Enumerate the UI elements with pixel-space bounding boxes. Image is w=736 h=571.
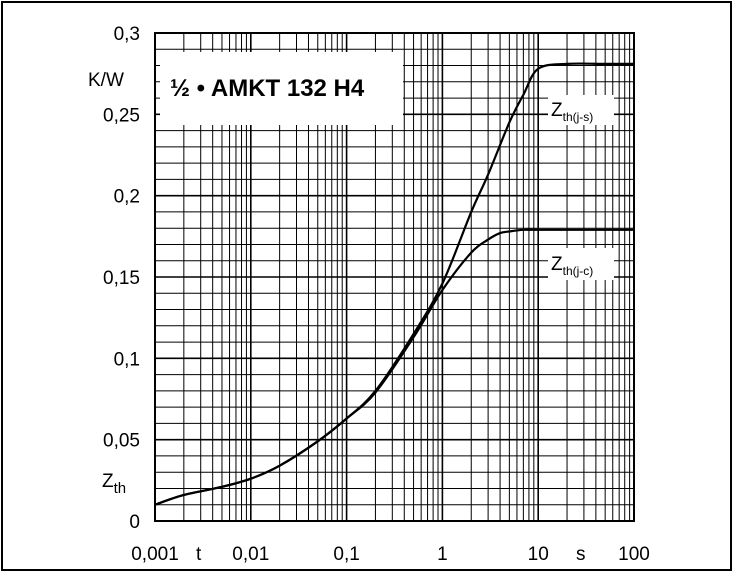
- series-line-zth-j-c: [154, 228, 635, 506]
- y-tick-label: 0,25: [103, 105, 140, 126]
- plot-border: [154, 32, 635, 522]
- series-label-bg-jc: [548, 248, 614, 280]
- x-tick-label: 1: [437, 544, 448, 565]
- y-tick-label: 0,05: [103, 431, 140, 452]
- x-tick-label: 100: [618, 544, 650, 565]
- series-label-bg-js: [548, 95, 614, 125]
- y-unit-label: K/W: [88, 70, 124, 91]
- x-tick-label: 0,01: [232, 544, 269, 565]
- x-axis-symbol: t: [196, 544, 202, 565]
- series-label-js-sub: th(j-s): [563, 110, 594, 124]
- x-unit-label: s: [576, 544, 586, 565]
- title-box: [160, 52, 403, 125]
- y-tick-label: 0,1: [114, 349, 140, 370]
- y-tick-labels: 0 0,05 0,1 0,15 0,2 0,25 0,3: [103, 24, 140, 533]
- series-label-js-main: Z: [551, 100, 563, 121]
- chart-title: ½ • AMKT 132 H4: [170, 75, 365, 102]
- series-label-js: Zth(j-s): [551, 100, 593, 124]
- series-label-jc-sub: th(j-c): [563, 264, 594, 278]
- y-tick-label: 0,15: [103, 268, 140, 289]
- x-tick-labels: 0,001 0,01 0,1 1 10 100: [131, 544, 650, 565]
- series-label-jc: Zth(j-c): [551, 254, 593, 278]
- series-label-jc-main: Z: [551, 254, 563, 275]
- y-tick-label: 0,3: [114, 24, 140, 45]
- y-axis-symbol-sub: th: [114, 480, 127, 497]
- y-tick-label: 0: [129, 512, 140, 533]
- x-tick-label: 0,1: [333, 544, 359, 565]
- y-axis-symbol: Zth: [102, 471, 126, 497]
- x-tick-label: 10: [528, 544, 549, 565]
- y-axis-symbol-main: Z: [102, 471, 114, 492]
- y-tick-label: 0,2: [114, 187, 140, 208]
- x-tick-label: 0,001: [131, 544, 179, 565]
- curves: [154, 62, 635, 506]
- series-line-zth-j-s: [154, 62, 634, 506]
